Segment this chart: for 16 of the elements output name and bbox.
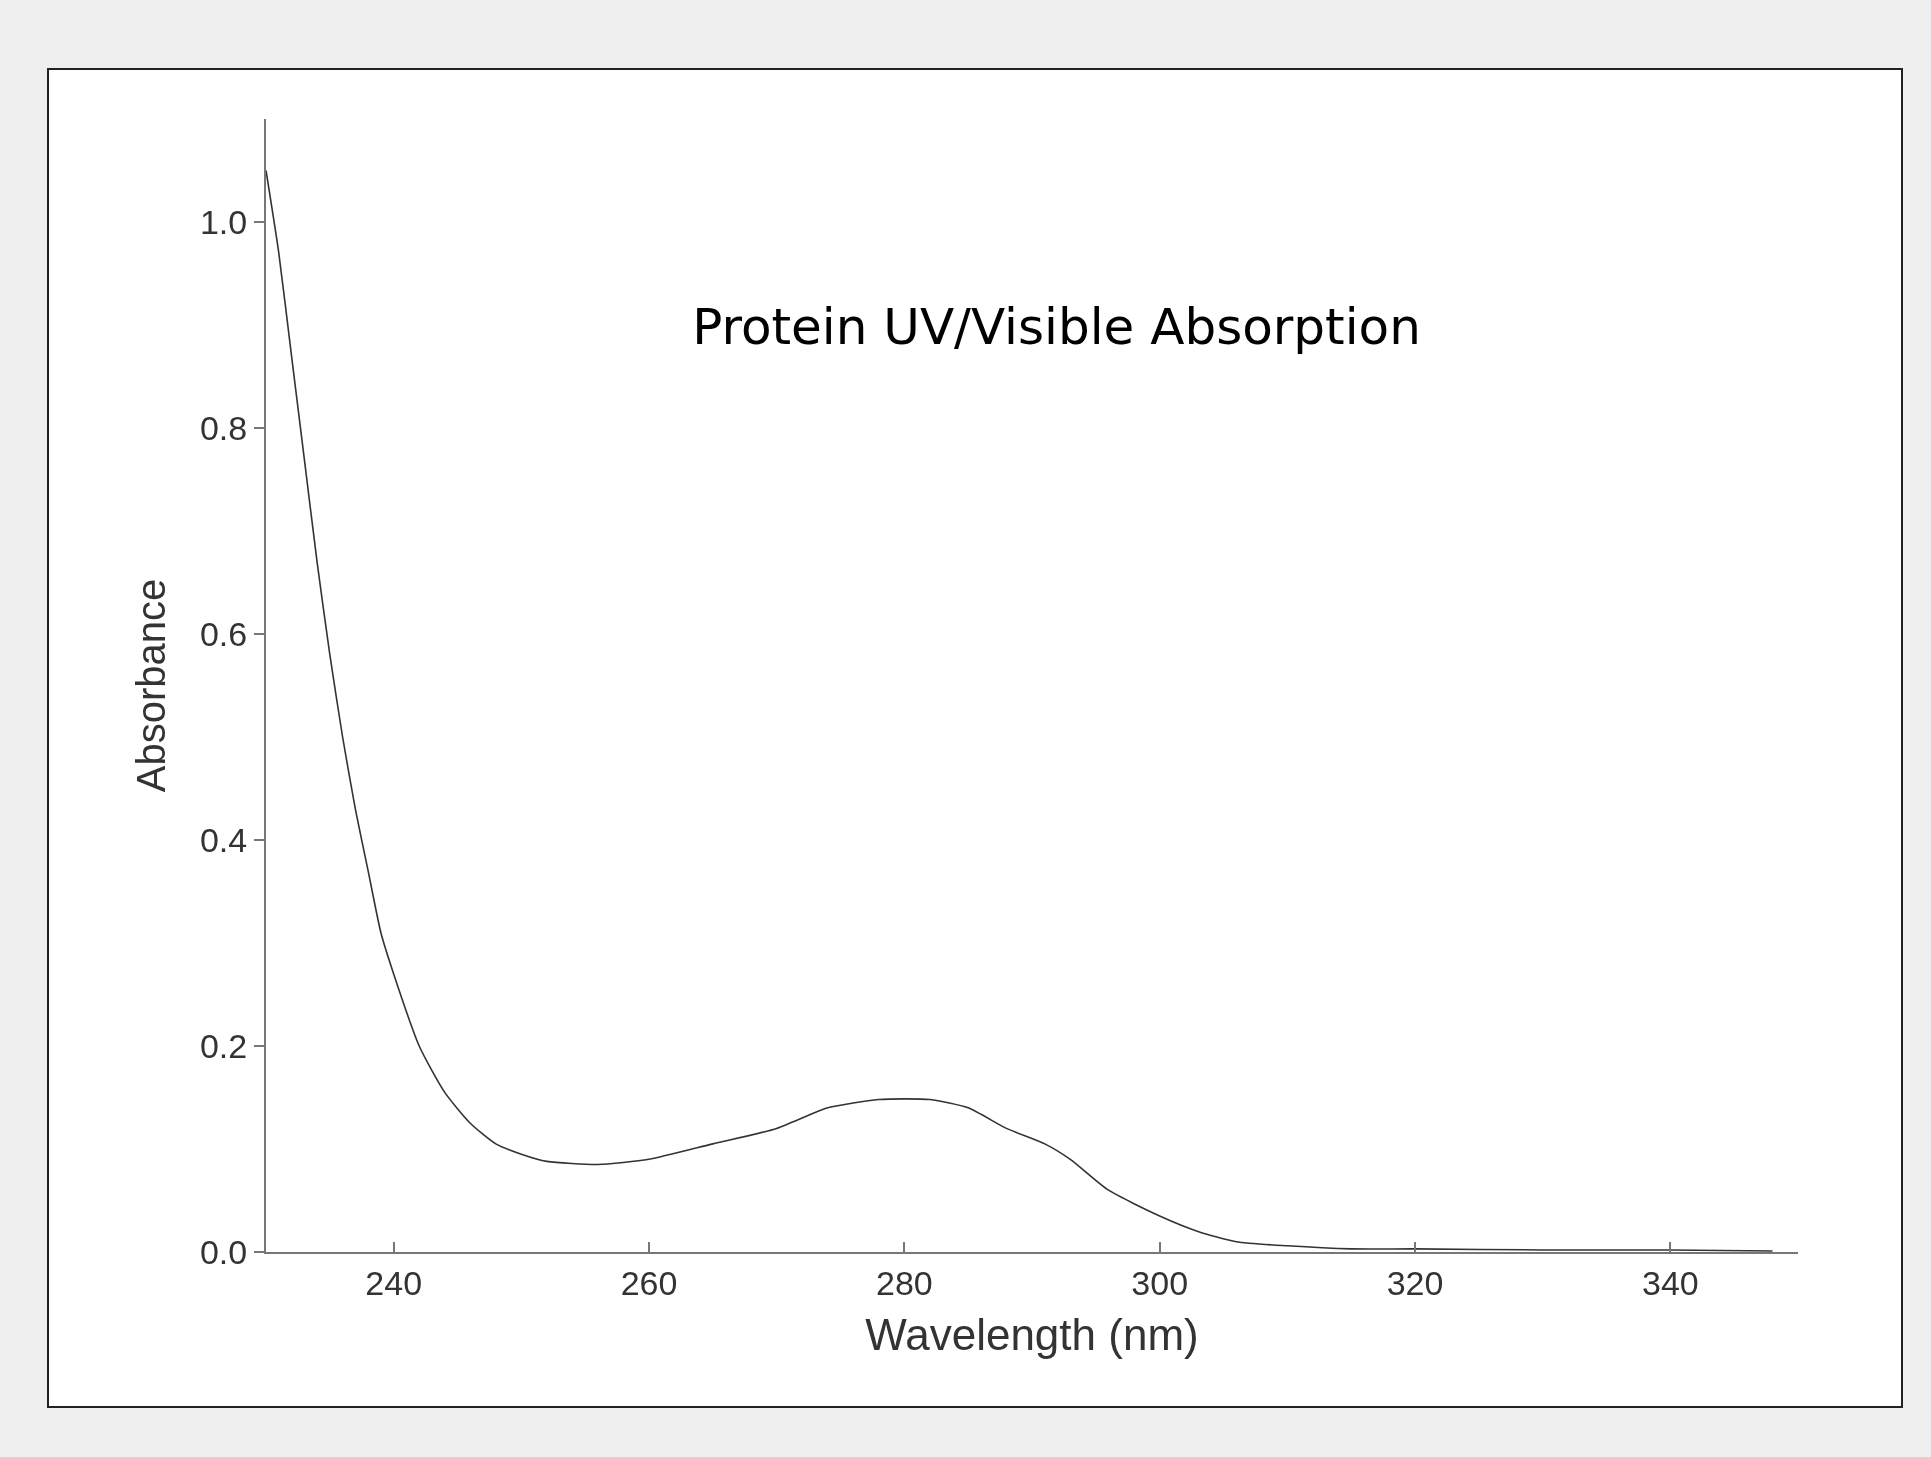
y-tick-label: 0.0 — [199, 1232, 248, 1271]
y-tick-label: 0.6 — [199, 614, 248, 653]
line-series — [266, 169, 1774, 1252]
x-tick-label: 260 — [620, 1263, 678, 1302]
x-tick-label: 280 — [875, 1263, 933, 1302]
y-tick-label: 0.4 — [199, 820, 248, 859]
y-tick-label: 1.0 — [199, 202, 248, 241]
x-axis-title: Wavelength (nm) — [865, 1309, 1199, 1359]
text: Protein UV/Visible Absorption — [692, 297, 1421, 356]
y-tick-label: 0.2 — [199, 1026, 248, 1065]
x-tick-label: 340 — [1641, 1263, 1699, 1302]
y-tick-label: 0.8 — [199, 408, 248, 447]
x-tick-label: 240 — [365, 1263, 423, 1302]
y-axis-title: Absorbance — [128, 578, 173, 793]
x-tick-label: 320 — [1386, 1263, 1444, 1302]
x-tick-label: 300 — [1131, 1263, 1189, 1302]
